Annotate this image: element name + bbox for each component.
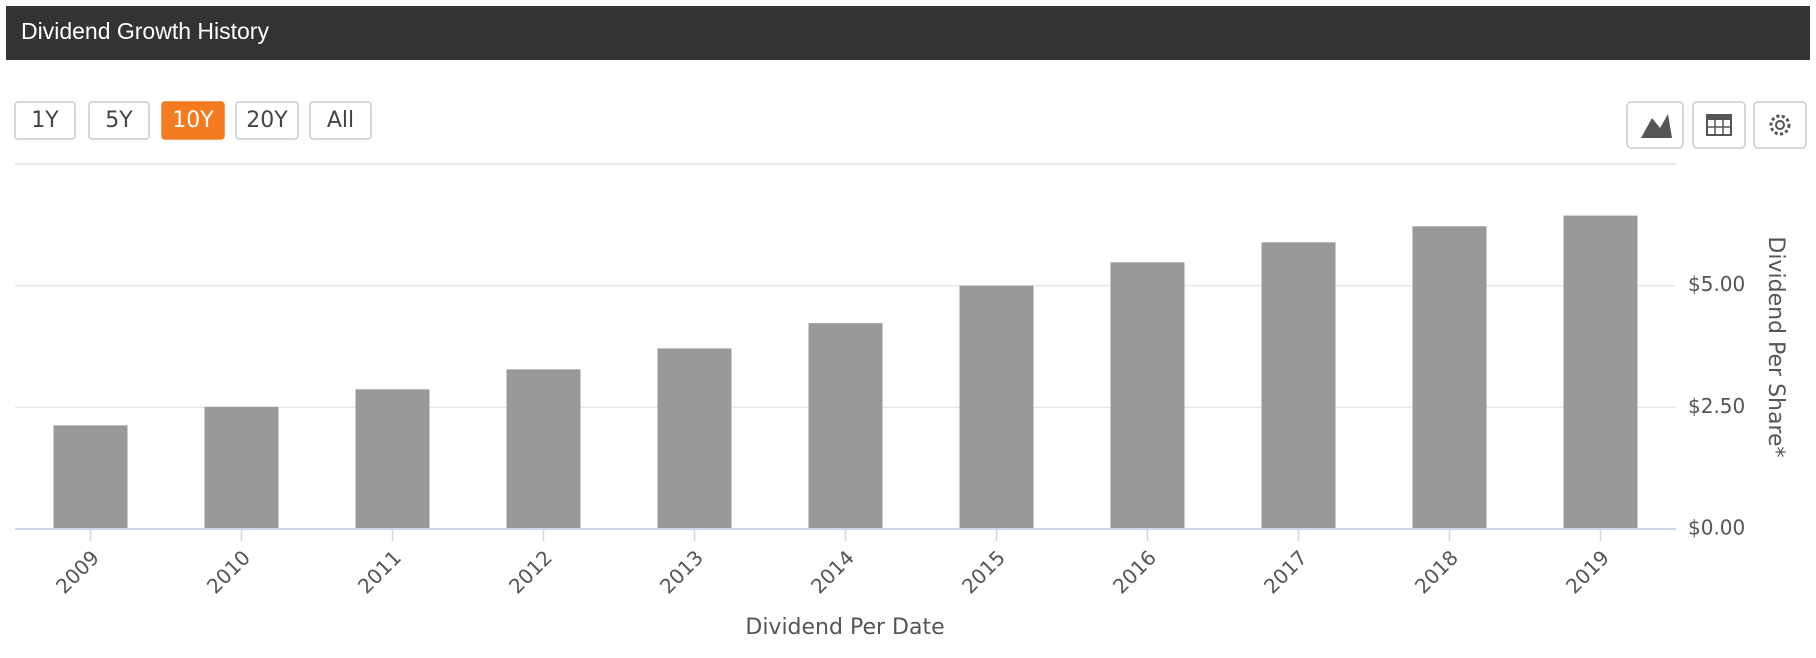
bar xyxy=(808,323,883,529)
range-button-label: 1Y xyxy=(31,108,59,133)
range-button[interactable]: 10Y xyxy=(161,101,225,140)
bar xyxy=(959,285,1034,529)
x-tick-label: 2019 xyxy=(1561,545,1614,598)
bar xyxy=(204,406,279,529)
icon-button[interactable] xyxy=(1626,101,1684,149)
bar xyxy=(53,425,128,529)
x-tick-label: 2011 xyxy=(353,545,406,598)
x-tick-label: 2018 xyxy=(1410,545,1463,598)
bar xyxy=(657,348,732,529)
bar xyxy=(1563,215,1638,529)
y-axis-title: Dividend Per Share* xyxy=(1763,236,1788,457)
x-tick-label: 2015 xyxy=(957,545,1010,598)
x-tick-label: 2017 xyxy=(1259,545,1312,598)
header-bar xyxy=(6,6,1810,60)
x-tick-label: 2010 xyxy=(202,545,255,598)
icon-button[interactable] xyxy=(1692,101,1746,149)
range-button-label: All xyxy=(327,108,354,133)
x-tick-label: 2012 xyxy=(504,545,557,598)
header-title: Dividend Growth History xyxy=(21,18,269,44)
range-button-label: 20Y xyxy=(246,108,288,133)
bar xyxy=(506,369,581,529)
range-button[interactable]: 20Y xyxy=(235,101,299,140)
y-tick-label: $0.00 xyxy=(1688,516,1745,540)
range-button-label: 5Y xyxy=(105,108,133,133)
bar xyxy=(1412,226,1487,529)
bar xyxy=(355,389,430,529)
y-tick-label: $2.50 xyxy=(1688,394,1745,418)
x-tick-label: 2016 xyxy=(1108,545,1161,598)
x-axis-title: Dividend Per Date xyxy=(745,615,944,640)
y-tick-label: $5.00 xyxy=(1688,272,1745,296)
x-tick-label: 2009 xyxy=(51,545,104,598)
range-button[interactable]: All xyxy=(309,101,372,140)
x-tick-label: 2013 xyxy=(655,545,708,598)
bar xyxy=(1110,262,1185,529)
range-button-label: 10Y xyxy=(172,108,214,133)
range-button[interactable]: 1Y xyxy=(14,101,76,140)
icon-button[interactable] xyxy=(1753,101,1807,149)
bar xyxy=(1261,242,1336,529)
x-tick-label: 2014 xyxy=(806,545,859,598)
range-button[interactable]: 5Y xyxy=(88,101,150,140)
